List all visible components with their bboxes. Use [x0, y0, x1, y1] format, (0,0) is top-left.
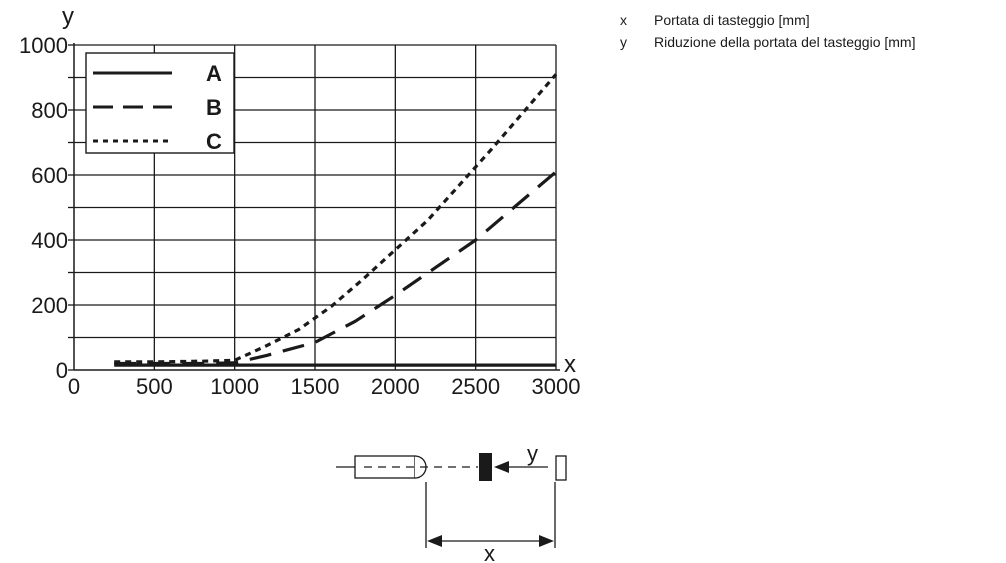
x-tick-label: 2000	[371, 374, 420, 399]
series-line-b	[114, 170, 558, 366]
target-object	[479, 453, 492, 481]
diagram-x-label: x	[484, 541, 495, 563]
legend: A B C	[85, 52, 235, 154]
tick-labels: 0 500 1000 1500 2000 2500 3000 0 200 400 600 800 100…	[19, 33, 580, 399]
x-tick-label: 500	[136, 374, 173, 399]
diagram-y-label: y	[527, 441, 538, 466]
arrow-left-icon	[427, 535, 442, 547]
axis-key-y: y Riduzione della portata del tasteggio …	[620, 31, 915, 53]
y-tick-label: 400	[31, 228, 68, 253]
y-tick-label: 0	[56, 358, 68, 383]
axis-key-x-letter: x	[620, 12, 627, 28]
axis-key-y-letter: y	[620, 34, 627, 50]
axis-key-legend: x Portata di tasteggio [mm] y Riduzione …	[620, 9, 915, 53]
legend-label-a: A	[206, 61, 222, 86]
y-tick-label: 1000	[19, 33, 68, 58]
chart-grid	[74, 44, 557, 370]
x-axis-label: x	[564, 351, 576, 378]
axis-key-x-text: Portata di tasteggio [mm]	[654, 12, 810, 28]
chart-axes	[68, 43, 560, 371]
axis-key-y-text: Riduzione della portata del tasteggio [m…	[654, 34, 916, 50]
x-tick-label: 3000	[532, 374, 581, 399]
arrow-right-icon	[539, 535, 554, 547]
x-tick-label: 2500	[451, 374, 500, 399]
series-line-c	[114, 73, 558, 364]
legend-label-b: B	[206, 95, 222, 120]
arrow-left-icon	[494, 461, 509, 473]
y-tick-label: 800	[31, 98, 68, 123]
y-tick-label: 200	[31, 293, 68, 318]
series-lines	[114, 73, 558, 367]
x-tick-label: 0	[68, 374, 80, 399]
axis-key-x: x Portata di tasteggio [mm]	[620, 9, 915, 31]
x-tick-label: 1000	[210, 374, 259, 399]
sensor-diagram: y x	[336, 441, 567, 563]
legend-label-c: C	[206, 129, 222, 154]
x-tick-label: 1500	[291, 374, 340, 399]
y-axis-label: y	[62, 3, 74, 30]
reflector	[555, 455, 567, 481]
y-tick-label: 600	[31, 163, 68, 188]
